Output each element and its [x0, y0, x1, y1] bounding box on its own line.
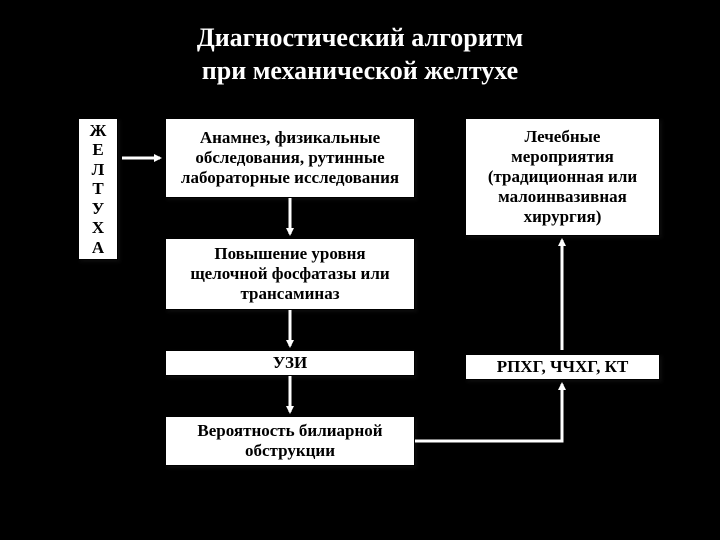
- node-jaundice: Ж Е Л Т У Х А: [78, 118, 118, 260]
- alk-phos-label: Повышение уровня щелочной фосфатазы или …: [176, 244, 404, 304]
- node-uzi: УЗИ: [165, 350, 415, 376]
- anamnesis-label: Анамнез, физикальные обследования, рутин…: [176, 128, 404, 188]
- jaundice-letter: Е: [92, 140, 103, 160]
- title-line2: при механической желтухе: [202, 56, 518, 85]
- page-title: Диагностический алгоритм при механическо…: [0, 22, 720, 87]
- treatment-label: Лечебные мероприятия (традиционная или м…: [476, 127, 649, 227]
- jaundice-letter: А: [92, 238, 104, 258]
- rphg-label: РПХГ, ЧЧХГ, КТ: [497, 357, 629, 377]
- jaundice-letter: У: [92, 199, 104, 219]
- node-anamnesis: Анамнез, физикальные обследования, рутин…: [165, 118, 415, 198]
- jaundice-letter: Х: [92, 218, 104, 238]
- node-alk-phos: Повышение уровня щелочной фосфатазы или …: [165, 238, 415, 310]
- node-rphg: РПХГ, ЧЧХГ, КТ: [465, 354, 660, 380]
- node-biliary: Вероятность билиарной обструкции: [165, 416, 415, 466]
- jaundice-letter: Ж: [90, 121, 107, 141]
- title-line1: Диагностический алгоритм: [197, 23, 523, 52]
- edge-biliary-to-rphg: [415, 384, 562, 441]
- node-treatment: Лечебные мероприятия (традиционная или м…: [465, 118, 660, 236]
- jaundice-letter: Л: [92, 160, 105, 180]
- biliary-label: Вероятность билиарной обструкции: [176, 421, 404, 461]
- uzi-label: УЗИ: [273, 353, 307, 373]
- jaundice-letter: Т: [92, 179, 103, 199]
- diagram-canvas: Диагностический алгоритм при механическо…: [0, 0, 720, 540]
